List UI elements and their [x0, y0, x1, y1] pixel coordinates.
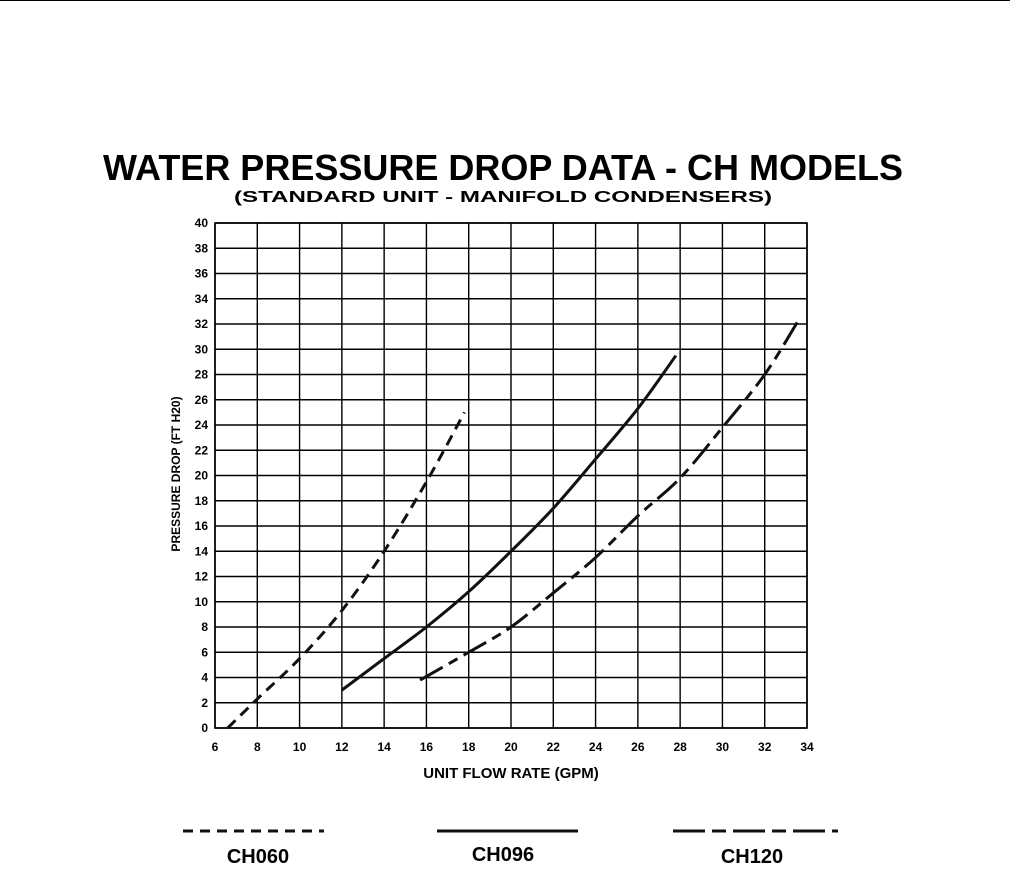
y-tick-label: 24 [195, 418, 209, 432]
x-tick-label: 10 [293, 740, 307, 754]
x-tick-label: 26 [631, 740, 645, 754]
y-tick-label: 34 [195, 292, 209, 306]
plot-frame [214, 222, 808, 729]
x-tick-label: 32 [758, 740, 772, 754]
legend-label-ch096: CH096 [472, 844, 534, 866]
x-tick-label: 12 [335, 740, 349, 754]
top-rule [0, 0, 1010, 1]
legend-label-ch120: CH120 [721, 846, 783, 868]
x-tick-label: 24 [589, 740, 603, 754]
x-tick-label: 8 [254, 740, 261, 754]
x-tick-label: 34 [800, 740, 814, 754]
x-tick-label: 30 [716, 740, 730, 754]
y-tick-label: 2 [201, 696, 208, 710]
y-tick-label: 0 [201, 721, 208, 735]
y-tick-label: 18 [195, 494, 209, 508]
y-tick-label: 30 [195, 342, 209, 356]
grid [214, 222, 808, 729]
tick-labels: 6 8 10 12 14 16 18 20 22 24 26 28 30 32 34024681012141… [195, 216, 814, 754]
y-tick-label: 22 [195, 443, 209, 457]
y-tick-label: 38 [195, 241, 209, 255]
y-tick-label: 36 [195, 267, 209, 281]
y-tick-label: 8 [201, 620, 208, 634]
legend: CH060 CH096 CH120 [183, 829, 838, 868]
y-tick-label: 12 [195, 570, 209, 584]
x-axis-label: UNIT FLOW RATE (GPM) [423, 765, 599, 782]
y-axis-label: PRESSURE DROP (FT H20) [169, 396, 183, 551]
chart-subtitle: (STANDARD UNIT - MANIFOLD CONDENSERS) [234, 189, 772, 206]
y-tick-label: 10 [195, 595, 209, 609]
chart-title: WATER PRESSURE DROP DATA - CH MODELS [103, 147, 903, 188]
series-line-ch096 [340, 354, 678, 692]
x-tick-label: 20 [504, 740, 518, 754]
y-tick-label: 28 [195, 368, 209, 382]
x-tick-label: 18 [462, 740, 476, 754]
y-tick-label: 20 [195, 469, 209, 483]
x-tick-label: 22 [547, 740, 561, 754]
y-tick-label: 4 [201, 671, 208, 685]
x-tick-label: 14 [377, 740, 391, 754]
x-tick-label: 16 [420, 740, 434, 754]
legend-label-ch060: CH060 [227, 846, 289, 868]
y-tick-label: 6 [201, 645, 208, 659]
y-tick-label: 40 [195, 216, 209, 230]
y-tick-label: 16 [195, 519, 209, 533]
x-tick-label: 28 [673, 740, 687, 754]
series-lines [226, 319, 800, 730]
y-tick-label: 32 [195, 317, 209, 331]
series-line-ch060 [226, 411, 466, 730]
y-tick-label: 26 [195, 393, 209, 407]
series-line-ch120 [419, 319, 800, 682]
x-tick-label: 6 [212, 740, 219, 754]
y-tick-label: 14 [195, 544, 209, 558]
